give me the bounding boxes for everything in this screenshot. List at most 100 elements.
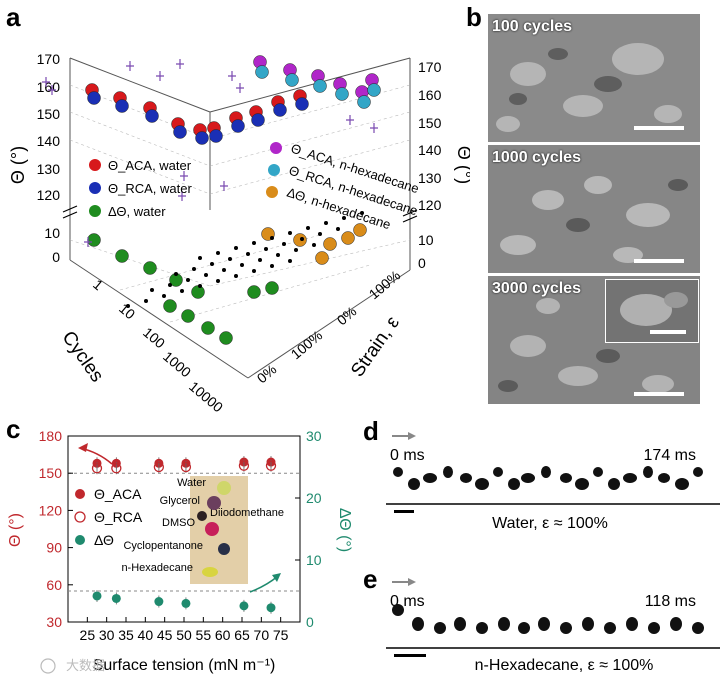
x-tick-label: 75 xyxy=(273,627,289,643)
projection-dot xyxy=(282,242,286,246)
panel-label-b: b xyxy=(466,2,482,32)
droplet xyxy=(508,478,520,490)
cycle-tick: 1 xyxy=(90,276,106,293)
projection-marker xyxy=(220,181,228,191)
projection-dot xyxy=(150,288,154,292)
droplet xyxy=(626,617,638,631)
marker-rca-hex xyxy=(367,83,381,97)
droplet xyxy=(475,478,489,490)
legend-marker-rca-water xyxy=(89,182,101,194)
arrow-right-head xyxy=(272,573,281,582)
y-tick-label: 120 xyxy=(39,502,63,518)
inset-label: Water xyxy=(177,477,206,489)
marker-rca-hex xyxy=(255,65,269,79)
projection-marker xyxy=(228,71,236,81)
legend-marker-d-hex xyxy=(266,186,278,198)
projection-marker xyxy=(178,191,186,201)
projection-dot xyxy=(168,283,172,287)
projection-dot xyxy=(210,262,214,266)
marker-rca-water xyxy=(115,99,129,113)
projection-dot xyxy=(180,289,184,293)
projection-marker xyxy=(346,115,354,125)
sem-texture xyxy=(488,14,700,142)
watermark-icon xyxy=(40,658,56,674)
droplet xyxy=(393,467,403,477)
left-tick: 170 xyxy=(37,51,61,67)
projection-dot xyxy=(270,264,274,268)
projection-dot xyxy=(288,259,292,263)
projection-dot xyxy=(234,274,238,278)
data-point xyxy=(239,601,249,611)
y-tick-label: 90 xyxy=(46,540,62,556)
droplet xyxy=(541,466,551,478)
data-point xyxy=(266,603,276,613)
left-tick: 130 xyxy=(37,161,61,177)
sem-texture xyxy=(488,145,700,273)
marker-d-water xyxy=(115,249,129,263)
projection-dot xyxy=(258,258,262,262)
right-tick: 150 xyxy=(418,115,442,131)
legend-marker-aca-hex xyxy=(270,142,282,154)
scale-bar xyxy=(634,126,684,130)
projection-dot xyxy=(342,216,346,220)
left-tick: 150 xyxy=(37,106,61,122)
projection-dot xyxy=(228,257,232,261)
projection-dot xyxy=(288,231,292,235)
legend-marker-d-water xyxy=(89,205,101,217)
strain-tick: 0% xyxy=(254,361,280,386)
legend-d-water: ΔΘ, water xyxy=(108,204,166,219)
left-tick: 120 xyxy=(37,187,61,203)
marker-d-water xyxy=(87,233,101,247)
marker-rca-water xyxy=(145,109,159,123)
left-tick: 140 xyxy=(37,133,61,149)
axis-title-strain: Strain, ε xyxy=(347,312,404,381)
projection-dot xyxy=(162,294,166,298)
right-tick: 160 xyxy=(418,87,442,103)
projection-dot xyxy=(300,237,304,241)
x-tick-label: 65 xyxy=(234,627,250,643)
data-point xyxy=(111,463,122,474)
strain-tick: 100% xyxy=(366,267,404,302)
projection-marker xyxy=(156,71,164,81)
sem-label: 1000 cycles xyxy=(492,149,581,166)
inset-label: Cyclopentanone xyxy=(123,540,203,552)
marker-d-water xyxy=(191,285,205,299)
sem-label: 100 cycles xyxy=(492,18,573,35)
marker-d-hex xyxy=(315,251,329,265)
marker-rca-water xyxy=(231,119,245,133)
right-tick: 130 xyxy=(418,170,442,186)
x-tick-label: 40 xyxy=(138,627,154,643)
panel-label-e: e xyxy=(363,564,378,594)
inset-label: DMSO xyxy=(162,517,195,529)
legend-marker-rca-hex xyxy=(268,164,280,176)
legend-rca-water: Θ_RCA, water xyxy=(108,181,192,196)
right-tick: 140 xyxy=(418,142,442,158)
x-tick-label: 30 xyxy=(99,627,115,643)
right-tick: 10 xyxy=(418,232,434,248)
droplet xyxy=(460,473,472,483)
projection-dot xyxy=(186,278,190,282)
projection-marker xyxy=(236,83,244,93)
legend-rca: Θ_RCA xyxy=(94,509,143,525)
caption: Water, ε ≈ 100% xyxy=(492,515,608,532)
droplet xyxy=(560,622,572,634)
cycle-tick: 10000 xyxy=(186,378,226,412)
projection-marker xyxy=(370,123,378,133)
scale-bar xyxy=(394,510,414,513)
direction-arrow-head xyxy=(408,432,416,440)
data-point xyxy=(91,463,103,474)
marker-d-water xyxy=(219,331,233,345)
droplet xyxy=(604,622,616,634)
marker-rca-hex xyxy=(357,95,371,109)
left-tick: 10 xyxy=(44,225,60,241)
legend-marker-delta xyxy=(75,535,85,545)
projection-dot xyxy=(234,246,238,250)
projection-dot xyxy=(246,252,250,256)
droplet xyxy=(476,622,488,634)
data-point xyxy=(238,460,250,471)
projection-dot xyxy=(174,272,178,276)
data-point xyxy=(154,597,164,607)
marker-d-hex xyxy=(293,233,307,247)
inset-label: Diiodomethane xyxy=(210,507,284,519)
sem-image-100-cycles: 100 cycles xyxy=(488,14,700,142)
